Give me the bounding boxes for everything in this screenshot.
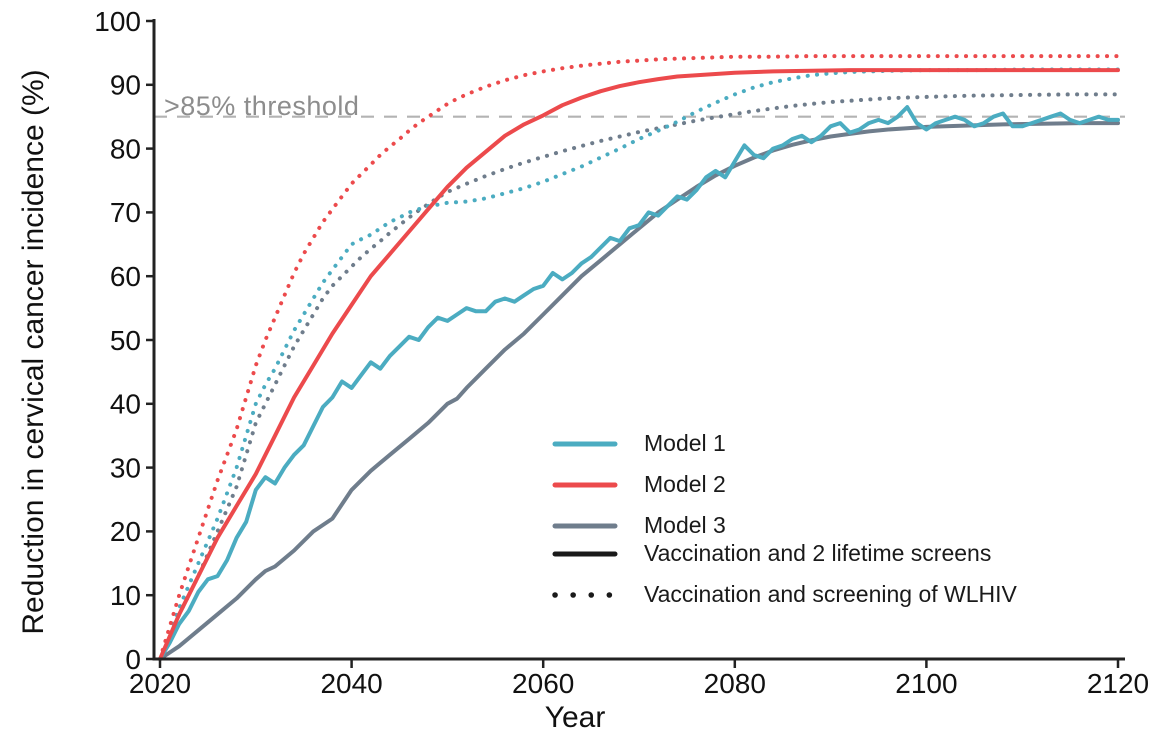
legend-swatch-graphic <box>552 551 618 557</box>
legend-swatch-model3-line <box>552 519 618 531</box>
y-tick-label: 80 <box>110 133 141 164</box>
y-axis-ticks: 0 10 20 30 40 50 60 70 80 90 100 <box>94 6 154 675</box>
legend-swatch-graphic <box>552 482 618 488</box>
y-tick-label: 70 <box>110 197 141 228</box>
legend-label: Vaccination and screening of WLHIV <box>644 580 1017 607</box>
x-tick-label: 2040 <box>320 668 382 699</box>
y-axis-title: Reduction in cervical cancer incidence (… <box>17 69 50 635</box>
legend-item-model1: Model 1 <box>552 429 726 456</box>
y-tick-label: 100 <box>94 6 141 37</box>
legend-label: Model 2 <box>644 470 726 497</box>
legend-swatch-solid-line <box>552 547 618 559</box>
legend-item-solid-strategy: Vaccination and 2 lifetime screens <box>552 539 992 566</box>
legend-swatch-graphic <box>552 441 618 447</box>
series-model2-screens <box>158 68 1120 661</box>
legend-swatch-graphic <box>552 592 618 598</box>
legend-swatch-graphic <box>552 523 618 529</box>
x-axis-ticks: 2020 2040 2060 2080 2100 2120 <box>129 659 1149 699</box>
legend-item-model3: Model 3 <box>552 511 726 538</box>
legend-swatch-dotted-line <box>552 588 618 600</box>
y-tick-label: 10 <box>110 580 141 611</box>
legend-label: Model 1 <box>644 429 726 456</box>
x-tick-label: 2020 <box>129 668 191 699</box>
legend-label: Vaccination and 2 lifetime screens <box>644 539 992 566</box>
y-tick-label: 40 <box>110 389 141 420</box>
series-model3-wlhiv <box>158 92 1120 661</box>
series-model1-wlhiv <box>158 67 1120 661</box>
legend-item-dotted-strategy: Vaccination and screening of WLHIV <box>552 580 1017 607</box>
x-tick-label: 2060 <box>512 668 574 699</box>
legend-swatch-model1-line <box>552 437 618 449</box>
series-model3-screens <box>158 121 1120 661</box>
series-model2-wlhiv <box>158 54 1120 661</box>
legend-item-model2: Model 2 <box>552 470 726 497</box>
legend-label: Model 3 <box>644 511 726 538</box>
x-tick-label: 2100 <box>895 668 957 699</box>
threshold-label: >85% threshold <box>164 91 360 121</box>
y-tick-label: 60 <box>110 261 141 292</box>
y-tick-label: 90 <box>110 70 141 101</box>
y-tick-label: 0 <box>125 644 141 675</box>
series-model1-screens <box>158 105 1120 661</box>
y-tick-label: 50 <box>110 325 141 356</box>
legend-swatch-model2-line <box>552 478 618 490</box>
y-tick-label: 30 <box>110 452 141 483</box>
x-tick-label: 2120 <box>1087 668 1149 699</box>
x-axis-title: Year <box>544 701 606 734</box>
x-tick-label: 2080 <box>704 668 766 699</box>
y-tick-label: 20 <box>110 516 141 547</box>
